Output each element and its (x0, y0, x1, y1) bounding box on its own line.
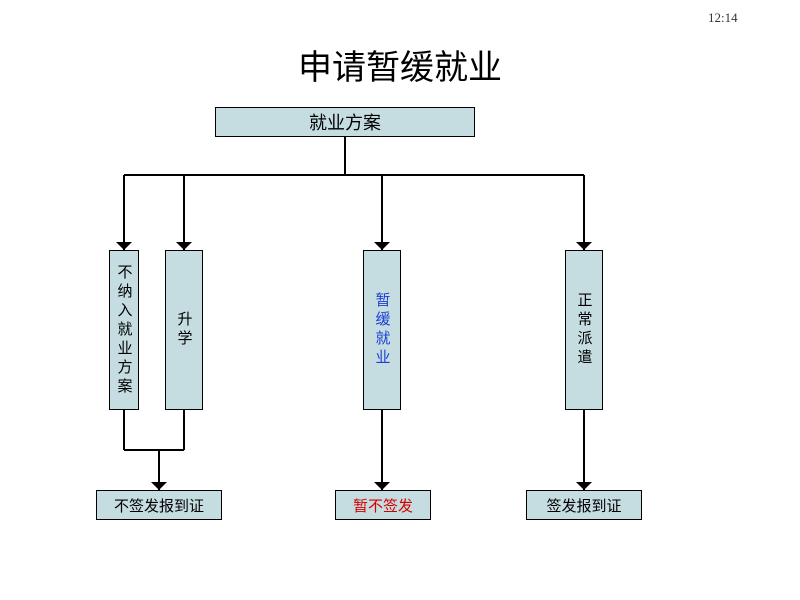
branch-box-2: 升学 (165, 250, 203, 410)
timestamp: 12:14 (708, 10, 738, 26)
branch-label-3: 暂缓就业 (372, 292, 393, 368)
result-label-2: 暂不签发 (353, 495, 413, 516)
branch-label-4: 正常派遣 (574, 292, 595, 368)
branch-box-1: 不纳入就业方案 (109, 250, 139, 410)
branch-label-2: 升学 (174, 311, 195, 349)
branch-box-4: 正常派遣 (565, 250, 603, 410)
result-label-1: 不签发报到证 (114, 495, 204, 516)
branch-box-3: 暂缓就业 (363, 250, 401, 410)
root-box: 就业方案 (215, 107, 475, 137)
result-box-2: 暂不签发 (335, 490, 431, 520)
result-box-1: 不签发报到证 (96, 490, 222, 520)
root-label: 就业方案 (309, 109, 381, 135)
result-box-3: 签发报到证 (526, 490, 642, 520)
page-title: 申请暂缓就业 (0, 40, 800, 89)
branch-label-1: 不纳入就业方案 (114, 264, 135, 397)
result-label-3: 签发报到证 (546, 495, 621, 516)
